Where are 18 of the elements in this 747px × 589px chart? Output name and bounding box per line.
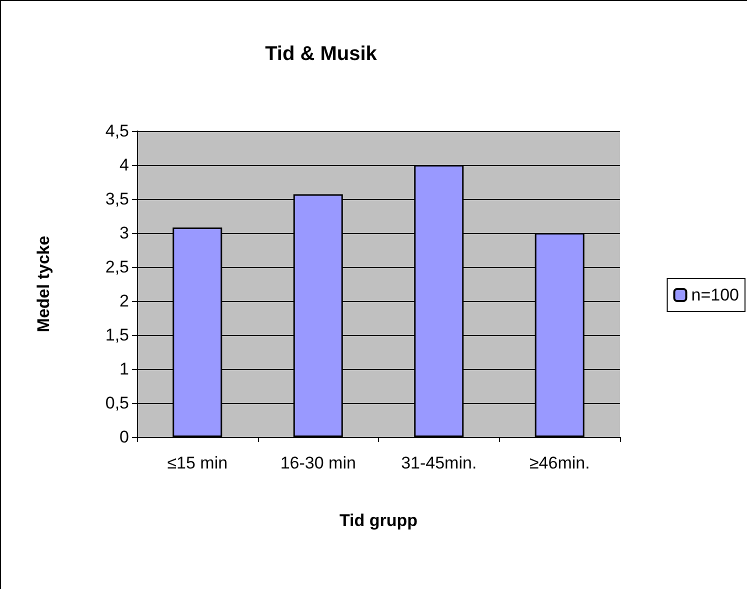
y-tick-label: 2,5	[105, 258, 129, 276]
y-tick-label: 1,5	[105, 326, 129, 344]
y-tick-label: 4	[120, 156, 129, 174]
y-tick-label: 3	[120, 224, 129, 242]
x-tick-label: 16-30 min	[280, 454, 356, 472]
y-axis-title: Medel tycke	[34, 236, 53, 332]
legend-label: n=100	[691, 286, 740, 304]
y-tick-label: 0	[120, 428, 129, 446]
x-tick-label: ≤15 min	[167, 454, 228, 472]
chart-title: Tid & Musik	[265, 43, 378, 65]
y-tick-label: 4,5	[105, 122, 129, 140]
y-tick-label: 0,5	[105, 394, 129, 412]
x-tick-label: ≥46min.	[529, 454, 590, 472]
y-tick-label: 2	[120, 292, 129, 310]
x-tick-label: 31-45min.	[401, 454, 477, 472]
x-axis-title: Tid grupp	[339, 511, 418, 530]
y-tick-label: 3,5	[105, 190, 129, 208]
y-tick-label: 1	[120, 360, 129, 378]
